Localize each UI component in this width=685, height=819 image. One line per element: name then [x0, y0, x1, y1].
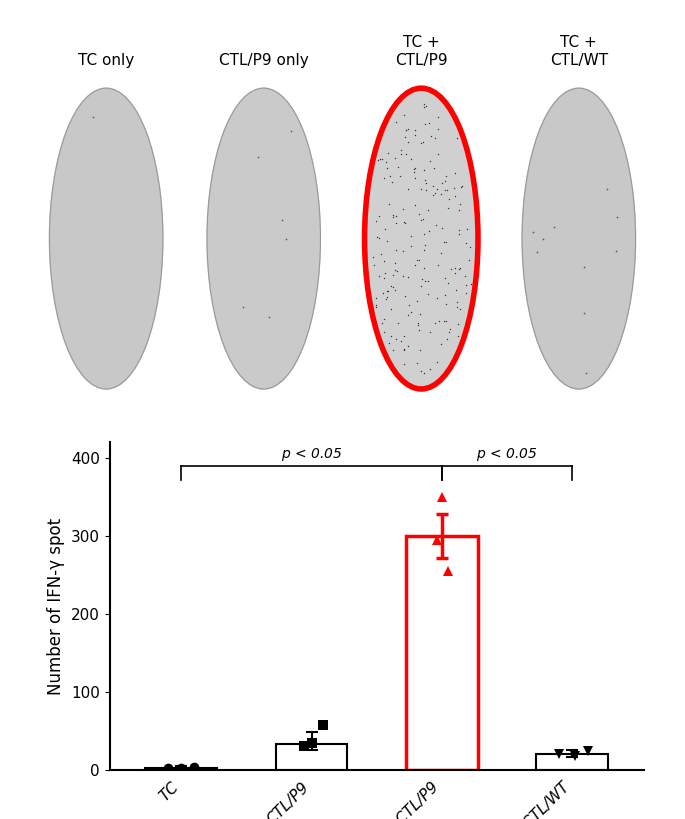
Text: TC +
CTL/WT: TC + CTL/WT	[550, 35, 608, 68]
Bar	[406, 536, 477, 770]
Ellipse shape	[522, 88, 636, 389]
Text: TC +
CTL/P9: TC + CTL/P9	[395, 35, 447, 68]
Text: $p$ < 0.05: $p$ < 0.05	[476, 446, 538, 464]
Ellipse shape	[207, 88, 321, 389]
Bar	[145, 767, 217, 770]
Ellipse shape	[364, 88, 478, 389]
Ellipse shape	[49, 88, 163, 389]
Y-axis label: Number of IFN-γ spot: Number of IFN-γ spot	[47, 518, 65, 695]
Text: CTL/P9 only: CTL/P9 only	[219, 52, 309, 68]
Bar	[536, 754, 608, 770]
Text: $p$ < 0.05: $p$ < 0.05	[281, 446, 342, 464]
Bar	[276, 744, 347, 770]
Text: TC only: TC only	[78, 52, 134, 68]
